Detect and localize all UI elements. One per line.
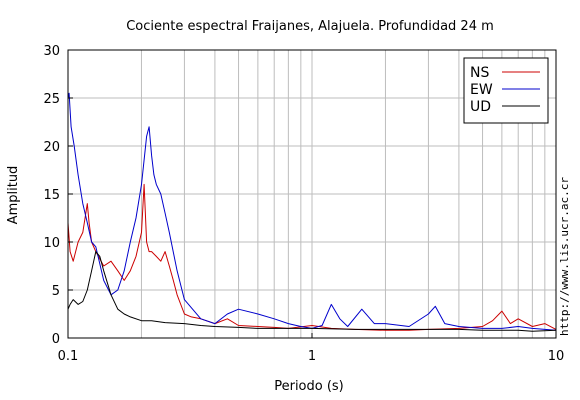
y-tick-label: 15 [43, 188, 60, 203]
chart-title: Cociente espectral Fraijanes, Alajuela. … [126, 19, 494, 34]
series-layer [67, 92, 557, 332]
x-axis-label: Periodo (s) [274, 379, 344, 394]
axes: 0 5 10 15 20 25 30 0.1 1 10 [43, 44, 564, 364]
y-tick-label: 30 [43, 44, 60, 59]
legend-label-ew: EW [470, 82, 493, 98]
y-tick-label: 20 [43, 140, 60, 155]
credit-url: http://www.lis.ucr.ac.cr [558, 177, 571, 336]
legend-box [463, 57, 549, 124]
y-tick-label: 5 [52, 284, 60, 299]
y-tick-label: 10 [43, 236, 60, 251]
y-axis-label: Amplitud [6, 166, 21, 225]
series-line-ew [67, 92, 557, 331]
x-tick-label: 1 [308, 349, 316, 364]
x-tick-label: 0.1 [58, 349, 79, 364]
y-tick-label: 0 [52, 332, 60, 347]
legend-label-ud: UD [470, 99, 491, 115]
legend-label-ns: NS [470, 65, 489, 81]
y-tick-label: 25 [43, 92, 60, 107]
series-line-ud [67, 251, 557, 332]
x-tick-label: 10 [548, 349, 565, 364]
grid [68, 50, 556, 338]
